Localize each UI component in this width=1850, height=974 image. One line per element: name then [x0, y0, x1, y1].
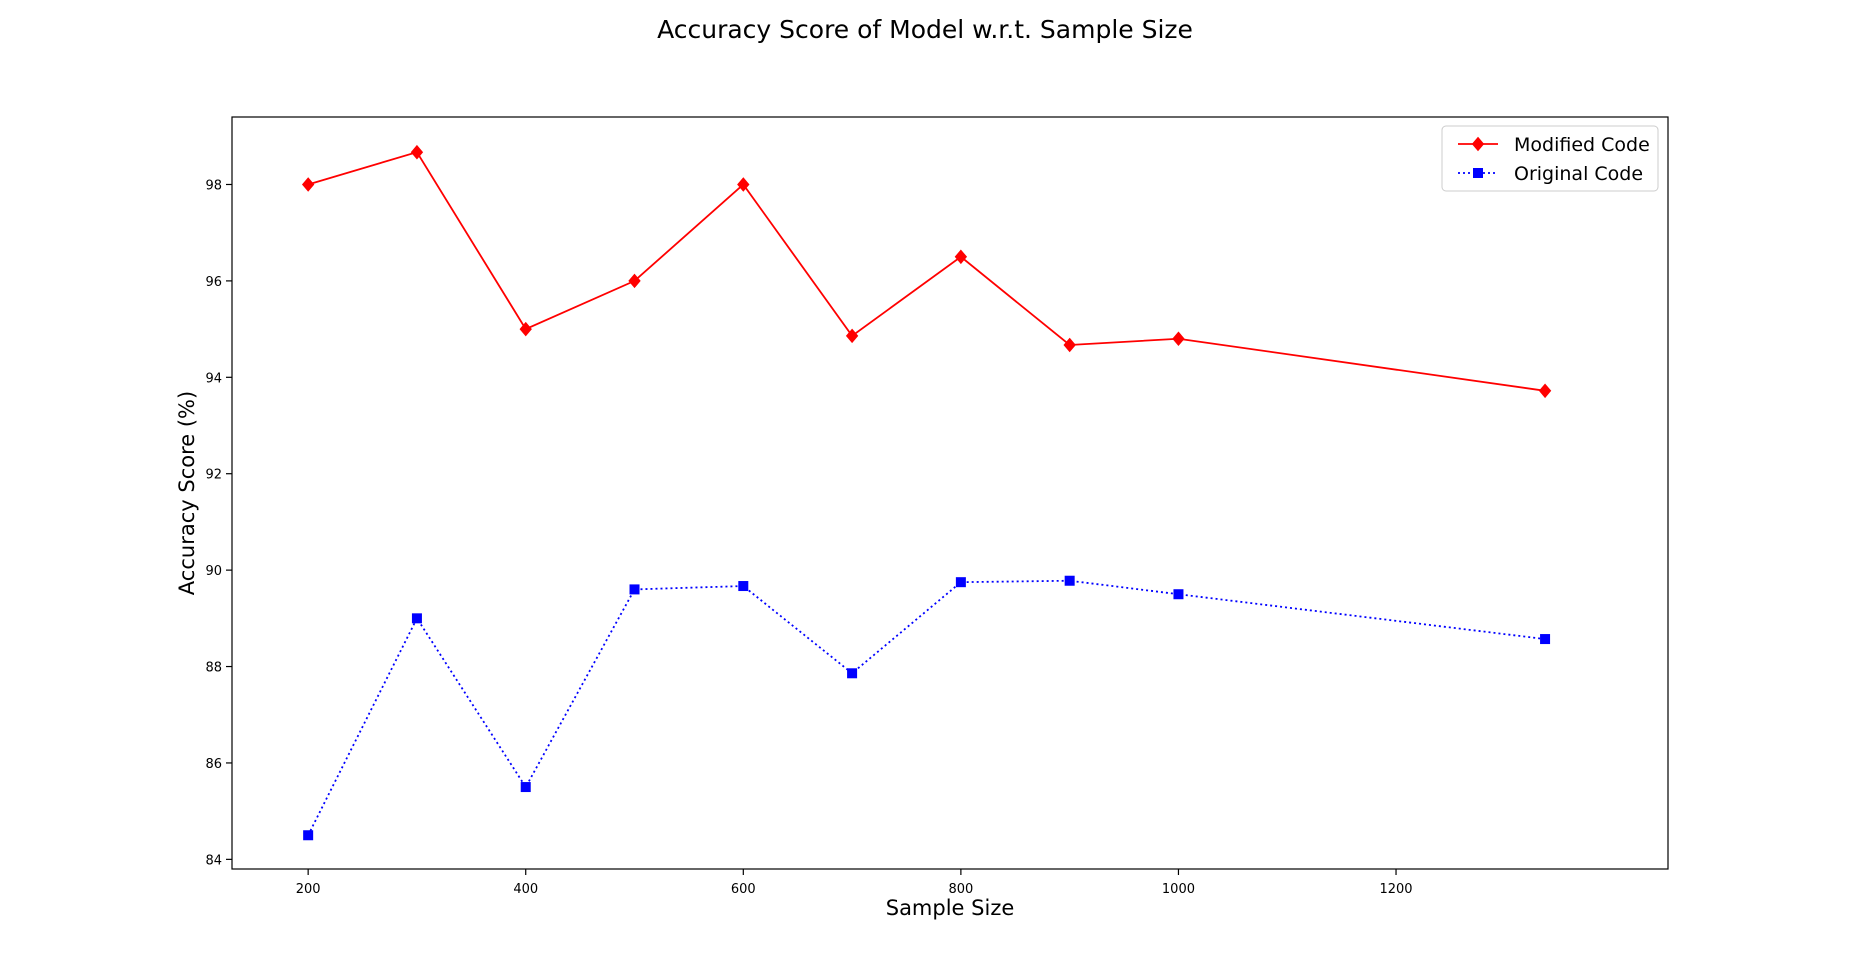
data-point-modified-code — [1172, 331, 1185, 347]
data-point-modified-code — [519, 321, 532, 337]
y-axis-title: Accuracy Score (%) — [175, 391, 199, 595]
y-tick-label: 94 — [205, 371, 222, 386]
data-point-modified-code — [410, 144, 424, 160]
data-point-original-code — [629, 584, 640, 595]
x-tick-label: 600 — [731, 882, 756, 897]
y-tick-label: 86 — [205, 757, 222, 772]
data-point-modified-code — [954, 249, 968, 265]
plot-area — [231, 116, 1669, 870]
data-point-original-code — [411, 613, 422, 624]
x-tick-label: 400 — [513, 882, 538, 897]
y-tick-label: 92 — [205, 468, 222, 483]
data-point-modified-code — [628, 273, 641, 289]
data-point-modified-code — [737, 177, 750, 192]
data-point-original-code — [847, 668, 858, 679]
legend-entry-modified-code: Modified Code — [1458, 134, 1650, 156]
legend-marker — [1473, 168, 1483, 178]
legend-label: Original Code — [1514, 163, 1643, 185]
legend-entry-original-code: Original Code — [1458, 163, 1643, 185]
y-tick-label: 98 — [205, 178, 222, 193]
y-tick-label: 90 — [205, 564, 222, 579]
x-axis-title: Sample Size — [886, 896, 1015, 920]
x-tick-label: 800 — [948, 882, 973, 897]
series-line-modified-code — [307, 151, 1546, 392]
x-tick-label: 200 — [296, 882, 321, 897]
series-modified-code — [301, 144, 1552, 399]
x-tick-label: 1200 — [1379, 882, 1412, 897]
legend-marker — [1471, 136, 1485, 152]
data-point-original-code — [1540, 634, 1551, 645]
data-point-original-code — [955, 577, 966, 588]
legend: Modified Code Original Code — [1441, 125, 1659, 192]
data-point-original-code — [1064, 575, 1075, 586]
series-layer — [301, 144, 1552, 841]
y-axis-ticks: 84 86 88 90 92 94 96 98 — [205, 178, 232, 868]
series-line-original-code — [307, 579, 1546, 836]
y-tick-label: 96 — [205, 275, 222, 290]
y-tick-label: 88 — [205, 661, 222, 676]
data-point-original-code — [520, 782, 531, 793]
data-point-original-code — [738, 581, 749, 592]
legend-box — [1441, 125, 1659, 192]
series-original-code — [303, 575, 1551, 841]
chart-title: Accuracy Score of Model w.r.t. Sample Si… — [657, 15, 1193, 44]
data-point-modified-code — [1063, 337, 1076, 353]
data-point-modified-code — [1538, 383, 1552, 399]
data-point-modified-code — [301, 177, 315, 192]
legend-label: Modified Code — [1514, 134, 1650, 156]
data-point-modified-code — [845, 328, 859, 344]
y-tick-label: 84 — [205, 853, 222, 868]
x-axis-ticks: 200 400 600 800 1000 1200 — [296, 869, 1413, 897]
x-tick-label: 1000 — [1162, 882, 1195, 897]
data-point-original-code — [1173, 589, 1184, 600]
data-point-original-code — [303, 830, 314, 841]
